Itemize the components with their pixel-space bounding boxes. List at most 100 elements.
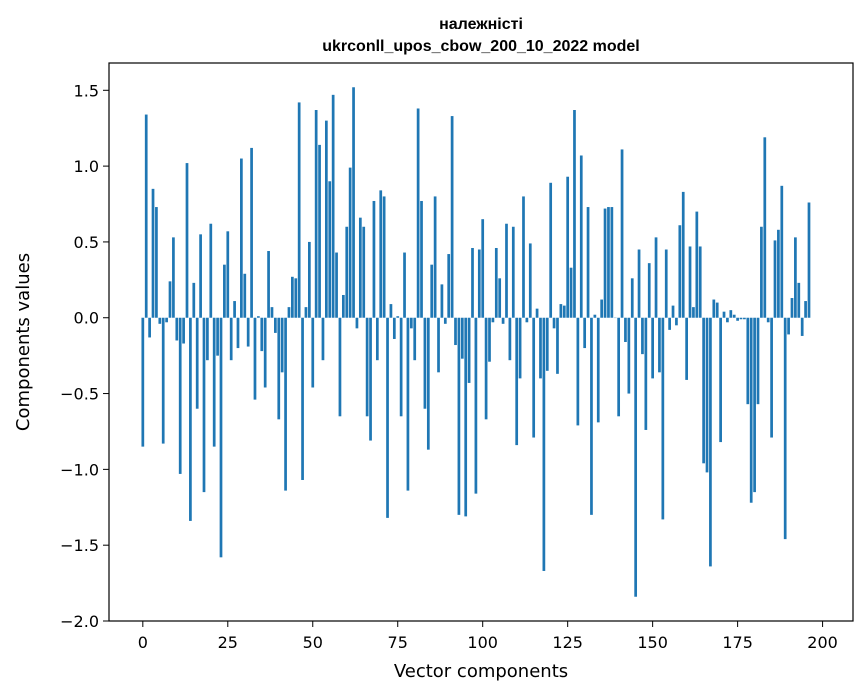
bar bbox=[202, 317, 206, 493]
bar bbox=[545, 317, 549, 371]
bar bbox=[467, 317, 471, 383]
plot-frame bbox=[108, 62, 854, 622]
bar bbox=[382, 196, 386, 318]
bar bbox=[739, 317, 743, 320]
bars-group bbox=[141, 87, 811, 597]
bar bbox=[243, 273, 247, 318]
bar bbox=[212, 317, 216, 447]
bar bbox=[668, 317, 671, 330]
bar bbox=[284, 317, 287, 491]
bar bbox=[396, 316, 400, 318]
bar bbox=[331, 94, 335, 318]
bar bbox=[144, 114, 148, 318]
bar bbox=[141, 317, 145, 447]
bar bbox=[508, 317, 512, 361]
bar bbox=[267, 251, 270, 318]
x-axis-ticks: 0 25 50 75 100 125 150 175 200 bbox=[138, 621, 838, 652]
bar bbox=[794, 237, 797, 318]
y-tick-label: −1.0 bbox=[60, 460, 99, 479]
bar bbox=[518, 317, 522, 379]
bar bbox=[535, 308, 539, 318]
bar bbox=[437, 317, 440, 373]
bar bbox=[460, 317, 464, 359]
bar bbox=[566, 176, 570, 318]
bar bbox=[539, 317, 542, 379]
bar bbox=[600, 299, 604, 318]
bar bbox=[324, 120, 328, 318]
bar bbox=[654, 237, 658, 318]
bar bbox=[709, 317, 712, 567]
bar bbox=[491, 317, 495, 323]
bar bbox=[556, 317, 559, 374]
bar bbox=[416, 108, 420, 318]
bar bbox=[515, 317, 519, 446]
bar bbox=[341, 294, 345, 318]
bar bbox=[726, 317, 729, 323]
bar bbox=[301, 317, 304, 480]
bar bbox=[569, 267, 573, 318]
bar bbox=[651, 317, 654, 379]
bar bbox=[229, 317, 233, 361]
x-tick-label: 175 bbox=[722, 633, 753, 652]
bar bbox=[627, 317, 631, 394]
bar bbox=[736, 317, 739, 321]
x-tick-label: 200 bbox=[807, 633, 838, 652]
bar bbox=[593, 314, 597, 318]
bar bbox=[379, 190, 383, 318]
bar bbox=[168, 281, 172, 318]
bar bbox=[240, 158, 243, 318]
bar bbox=[178, 317, 182, 474]
bar bbox=[426, 317, 430, 450]
bar bbox=[505, 223, 508, 318]
bar bbox=[314, 110, 318, 318]
bar bbox=[617, 317, 621, 417]
bar bbox=[280, 317, 284, 373]
bar bbox=[291, 276, 294, 318]
bar bbox=[352, 87, 355, 318]
bar bbox=[375, 317, 379, 361]
bar bbox=[532, 317, 536, 438]
x-tick-label: 50 bbox=[303, 633, 323, 652]
bar bbox=[603, 208, 607, 318]
bar bbox=[542, 317, 546, 571]
bar bbox=[392, 317, 396, 339]
bar bbox=[732, 314, 736, 318]
bar bbox=[165, 317, 168, 323]
bar bbox=[209, 223, 213, 318]
bar bbox=[624, 317, 627, 342]
bar bbox=[433, 196, 437, 318]
bar bbox=[161, 317, 165, 444]
bar bbox=[743, 317, 746, 320]
bar bbox=[695, 211, 699, 318]
bar bbox=[675, 317, 678, 326]
bar bbox=[807, 202, 811, 318]
bar bbox=[226, 231, 230, 318]
bar bbox=[195, 317, 199, 409]
bar bbox=[770, 317, 773, 438]
bar bbox=[804, 301, 807, 318]
bar bbox=[399, 317, 403, 417]
bar bbox=[528, 243, 532, 318]
bar bbox=[760, 226, 763, 318]
bar bbox=[522, 196, 525, 318]
bar bbox=[525, 317, 529, 323]
bar bbox=[148, 317, 151, 338]
bar bbox=[712, 299, 716, 318]
bar bbox=[369, 317, 372, 441]
bar bbox=[749, 317, 753, 503]
bar bbox=[671, 305, 675, 318]
bar bbox=[756, 317, 760, 405]
bar bbox=[573, 110, 576, 318]
bar bbox=[583, 317, 587, 349]
bar bbox=[481, 219, 485, 318]
bar bbox=[294, 278, 298, 318]
bar bbox=[403, 252, 406, 318]
bar bbox=[634, 317, 638, 597]
bar bbox=[430, 264, 434, 318]
bar bbox=[471, 247, 474, 318]
bar bbox=[494, 247, 498, 318]
bar bbox=[763, 137, 767, 318]
bar bbox=[474, 317, 478, 494]
bar bbox=[206, 317, 209, 361]
